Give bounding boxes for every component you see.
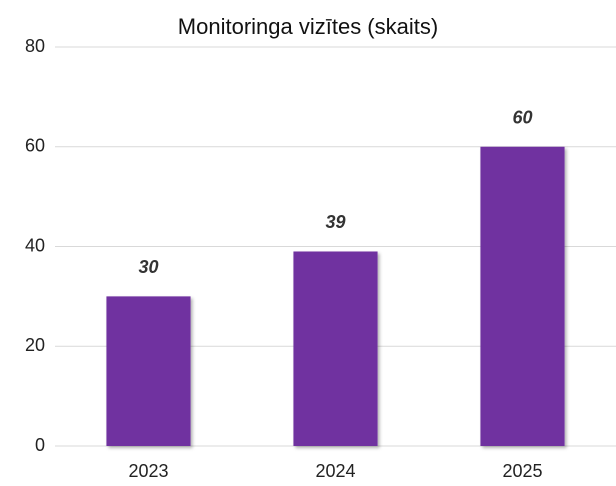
y-tick-label: 80 (25, 36, 45, 56)
x-tick-label: 2023 (128, 461, 168, 481)
y-tick-label: 0 (35, 435, 45, 455)
bar (480, 146, 565, 446)
y-tick-label: 60 (25, 136, 45, 156)
bar (106, 296, 191, 446)
y-tick-label: 20 (25, 335, 45, 355)
bar (293, 251, 378, 446)
data-label: 60 (512, 108, 532, 128)
data-label: 39 (325, 212, 345, 232)
x-tick-label: 2024 (315, 461, 355, 481)
x-tick-label: 2025 (502, 461, 542, 481)
y-tick-label: 40 (25, 235, 45, 255)
chart-title: Monitoringa vizītes (skaits) (178, 14, 438, 39)
data-label: 30 (138, 257, 158, 277)
